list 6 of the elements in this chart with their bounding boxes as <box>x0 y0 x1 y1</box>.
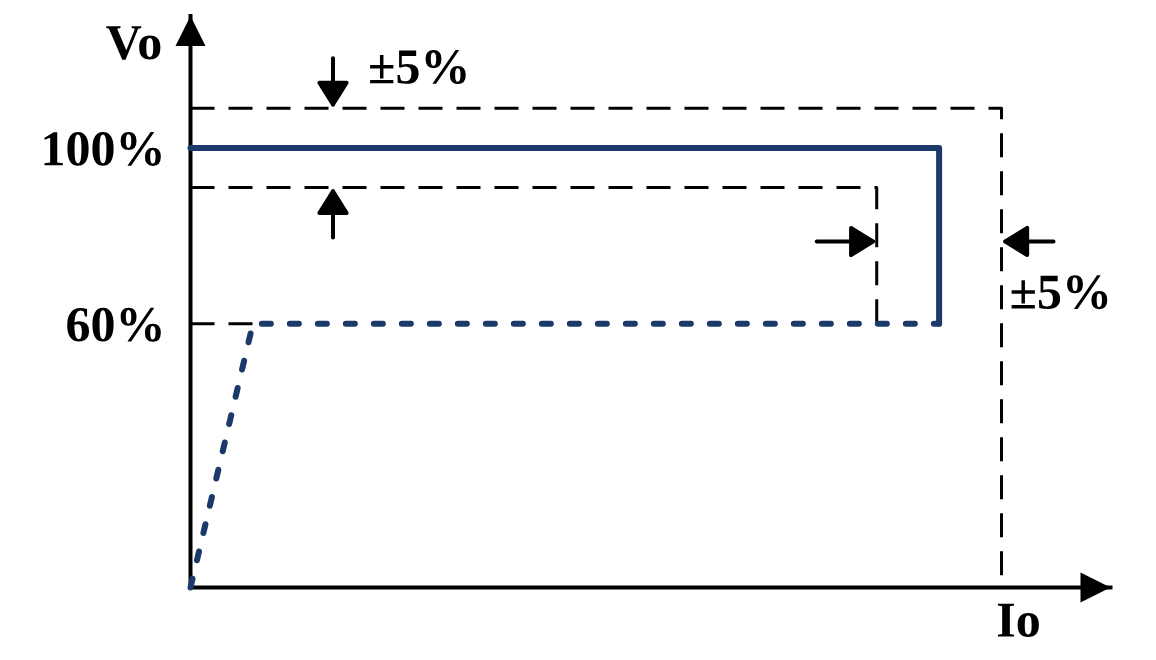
x-axis-title: Io <box>997 603 1039 638</box>
annotation: ±5% <box>1011 275 1108 310</box>
y-tick-label: 100% <box>44 131 161 166</box>
y-axis-title: Vo <box>106 26 161 60</box>
y-tick-label: 60% <box>67 307 161 342</box>
annotation: ±5% <box>370 50 466 84</box>
